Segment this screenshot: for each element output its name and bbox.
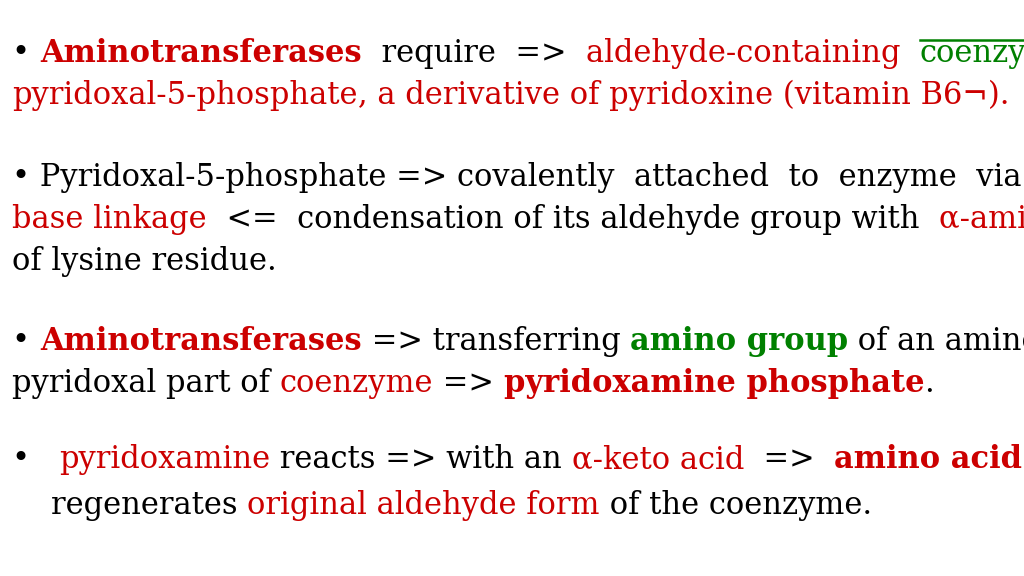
Text: coenzyme: coenzyme [280,368,433,399]
Text: pyridoxal part of: pyridoxal part of [12,368,280,399]
Text: •: • [12,326,40,357]
Text: base linkage: base linkage [12,204,207,235]
Text: original aldehyde form: original aldehyde form [248,490,600,521]
Text: • Pyridoxal-5-phosphate => covalently  attached  to  enzyme  via  a: • Pyridoxal-5-phosphate => covalently at… [12,162,1024,193]
Text: Aminotransferases: Aminotransferases [40,38,361,69]
Text: , a derivative of pyridoxine (vitamin B6¬).: , a derivative of pyridoxine (vitamin B6… [357,80,1009,111]
Text: pyridoxamine phosphate: pyridoxamine phosphate [504,368,925,399]
Text: =>: => [433,368,504,399]
Text: amino group: amino group [630,326,848,357]
Text: =>: => [744,444,835,475]
Text: •: • [12,444,59,475]
Text: coenzyme: coenzyme [920,38,1024,69]
Text: α-amino group: α-amino group [939,204,1024,235]
Text: Aminotransferases: Aminotransferases [40,326,361,357]
Text: of an amino acid =>: of an amino acid => [848,326,1024,357]
Text: α-keto acid: α-keto acid [572,444,744,475]
Text: amino acid: amino acid [835,444,1023,475]
Text: and =>: and => [1023,444,1024,475]
Text: •: • [12,38,40,69]
Text: => transferring: => transferring [361,326,630,357]
Text: of the coenzyme.: of the coenzyme. [600,490,872,521]
Text: reacts => with an: reacts => with an [270,444,572,475]
Text: pyridoxamine: pyridoxamine [59,444,270,475]
Text: of lysine residue.: of lysine residue. [12,246,276,277]
Text: require  =>: require => [361,38,586,69]
Text: .: . [925,368,934,399]
Text: <=  condensation of its aldehyde group with: <= condensation of its aldehyde group wi… [207,204,939,235]
Text: regenerates: regenerates [12,490,248,521]
Text: pyridoxal-5-phosphate: pyridoxal-5-phosphate [12,80,357,111]
Text: aldehyde-containing: aldehyde-containing [586,38,920,69]
